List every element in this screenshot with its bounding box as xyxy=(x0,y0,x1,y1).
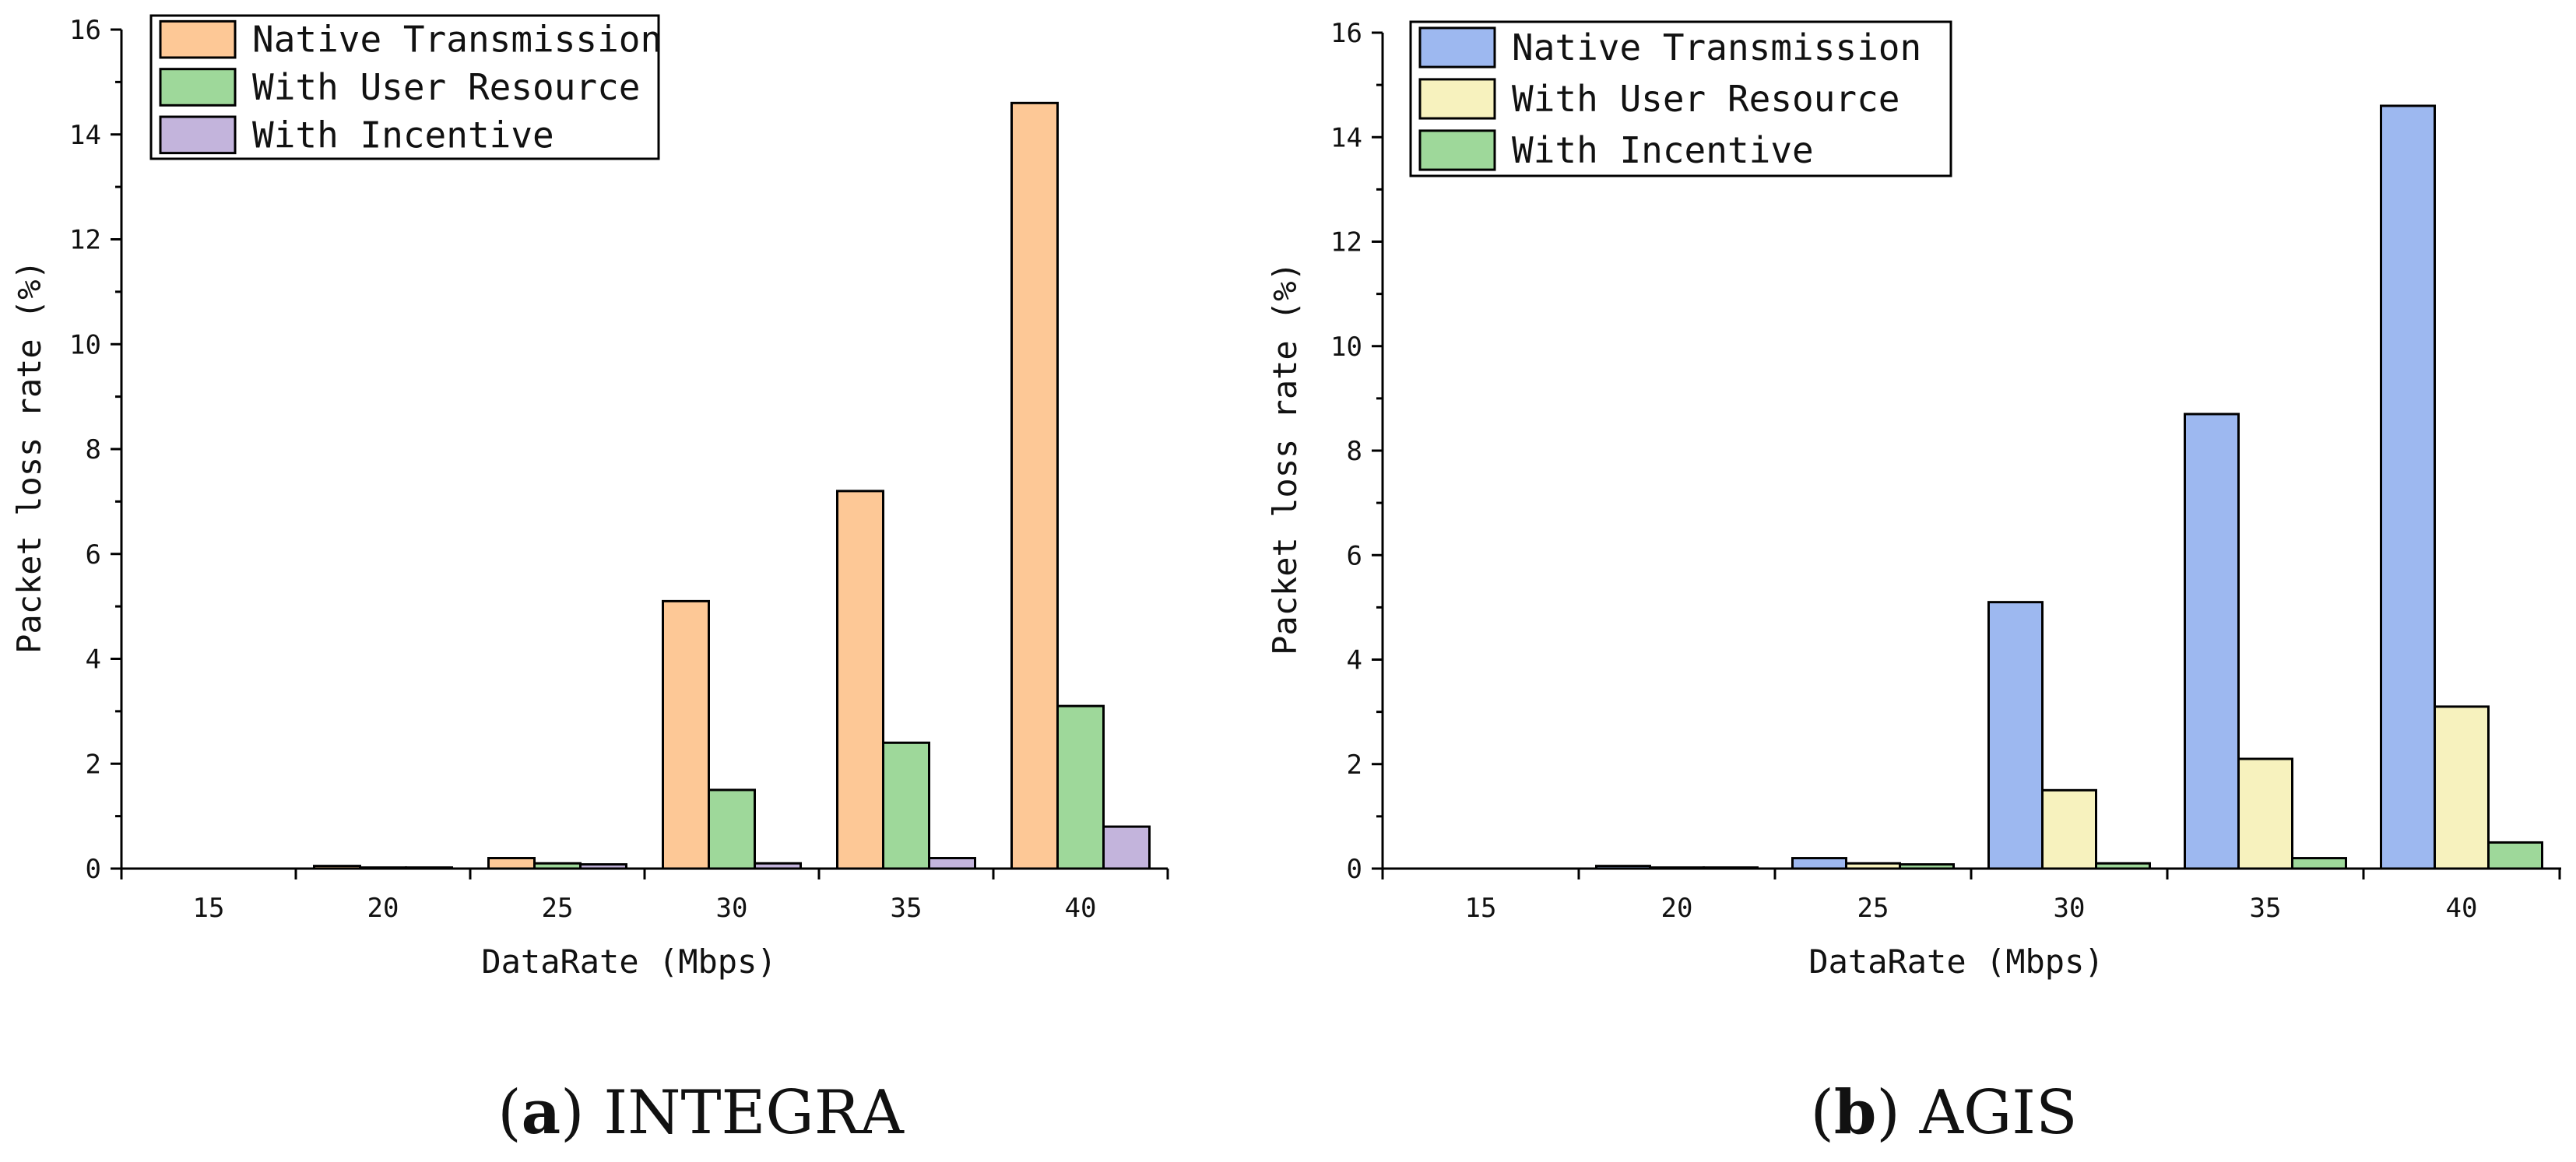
x-tick-label: 35 xyxy=(891,893,923,924)
y-tick-label: 16 xyxy=(69,15,101,46)
bar-native-transmission-30 xyxy=(662,599,710,870)
bar-native-transmission-30 xyxy=(1987,601,2044,870)
y-tick-label: 14 xyxy=(69,120,101,151)
x-axis-title: DataRate (Mbps) xyxy=(1808,943,2103,981)
legend-label: With User Resource xyxy=(1512,78,1900,120)
x-tick-label: 40 xyxy=(1065,893,1097,924)
bar-with-user-resource-40 xyxy=(2434,705,2490,870)
bar-with-user-resource-40 xyxy=(1056,704,1105,870)
y-tick-label: 6 xyxy=(1347,540,1362,571)
legend-label: Native Transmission xyxy=(1512,26,1921,68)
chart-panel-a: 0 2 4 6 8 10 12 14 16 15 20 25 30 35 40 DataRate (Mbps)… xyxy=(10,14,1169,1148)
y-tick-label: 16 xyxy=(1330,18,1362,49)
x-tick-label: 20 xyxy=(367,893,399,924)
x-tick-label: 30 xyxy=(716,893,748,924)
bar-with-user-resource-30 xyxy=(708,788,756,870)
x-tick-label: 40 xyxy=(2446,893,2478,924)
x-tick-label: 35 xyxy=(2250,893,2282,924)
bar-native-transmission-25 xyxy=(1791,857,1847,870)
y-tick-label: 8 xyxy=(1347,436,1362,467)
x-tick-label: 15 xyxy=(1465,893,1497,924)
bar-with-incentive-35 xyxy=(2291,857,2347,870)
legend-box xyxy=(1409,20,1952,177)
caption-paren-open: ( xyxy=(497,1078,521,1148)
y-tick-label: 12 xyxy=(1330,227,1362,258)
y-tick-label: 8 xyxy=(86,434,101,465)
y-tick-label: 0 xyxy=(86,854,101,885)
legend-label: With User Resource xyxy=(252,66,641,108)
legend-swatch xyxy=(1418,26,1496,68)
bar-with-user-resource-35 xyxy=(882,741,930,870)
bar-with-incentive-40 xyxy=(1102,825,1151,870)
legend-label: With Incentive xyxy=(1512,129,1814,171)
caption-paren-close: ) xyxy=(561,1078,584,1148)
y-tick-label: 6 xyxy=(86,539,101,570)
caption-title: INTEGRA xyxy=(585,1078,905,1148)
legend: Native Transmission With User Resource Wit… xyxy=(1409,20,1952,177)
bar-with-user-resource-30 xyxy=(2041,788,2097,870)
legend-label: With Incentive xyxy=(252,114,554,156)
x-tick-label: 25 xyxy=(542,893,574,924)
caption-title: AGIS xyxy=(1900,1078,2078,1148)
bar-native-transmission-25 xyxy=(487,857,536,870)
bar-native-transmission-35 xyxy=(2184,412,2240,870)
y-tick-label: 4 xyxy=(86,644,101,676)
caption-letter: b xyxy=(1834,1077,1877,1148)
legend-swatch xyxy=(159,19,237,59)
legend-swatch xyxy=(1418,78,1496,120)
y-tick-label: 12 xyxy=(69,225,101,256)
caption-paren-close: ) xyxy=(1876,1078,1899,1148)
legend-swatch xyxy=(159,115,237,155)
x-tick-label: 30 xyxy=(2054,893,2086,924)
y-axis-title: Packet loss rate (%) xyxy=(1266,262,1304,655)
x-tick-label: 20 xyxy=(1661,893,1693,924)
y-tick-label: 0 xyxy=(1347,854,1362,885)
y-tick-label: 10 xyxy=(69,329,101,360)
legend: Native Transmission With User Resource Wit… xyxy=(149,14,662,160)
y-tick-label: 2 xyxy=(1347,750,1362,781)
panel-caption: (b) AGIS xyxy=(1810,1077,2077,1148)
y-axis-title: Packet loss rate (%) xyxy=(10,260,48,654)
legend-swatch xyxy=(159,68,237,107)
chart-panel-b: 0 2 4 6 8 10 12 14 16 15 20 25 30 35 40 DataRate (Mbps)… xyxy=(1266,18,2561,1148)
x-tick-label: 15 xyxy=(193,893,225,924)
bar-native-transmission-40 xyxy=(1010,101,1059,870)
x-tick-label: 25 xyxy=(1857,893,1889,924)
legend-label: Native Transmission xyxy=(252,19,662,61)
caption-paren-open: ( xyxy=(1810,1078,1833,1148)
caption-letter: a xyxy=(522,1077,561,1148)
y-tick-label: 14 xyxy=(1330,122,1362,153)
bar-with-incentive-40 xyxy=(2487,841,2543,870)
y-tick-label: 10 xyxy=(1330,332,1362,363)
bar-with-incentive-35 xyxy=(928,857,976,870)
panel-caption: (a) INTEGRA xyxy=(497,1077,905,1148)
y-tick-label: 4 xyxy=(1347,645,1362,676)
bar-native-transmission-40 xyxy=(2380,104,2436,870)
x-axis-title: DataRate (Mbps) xyxy=(481,943,776,981)
bar-with-user-resource-35 xyxy=(2237,757,2293,870)
y-tick-label: 2 xyxy=(86,749,101,780)
bar-native-transmission-35 xyxy=(836,490,884,870)
legend-swatch xyxy=(1418,129,1496,171)
